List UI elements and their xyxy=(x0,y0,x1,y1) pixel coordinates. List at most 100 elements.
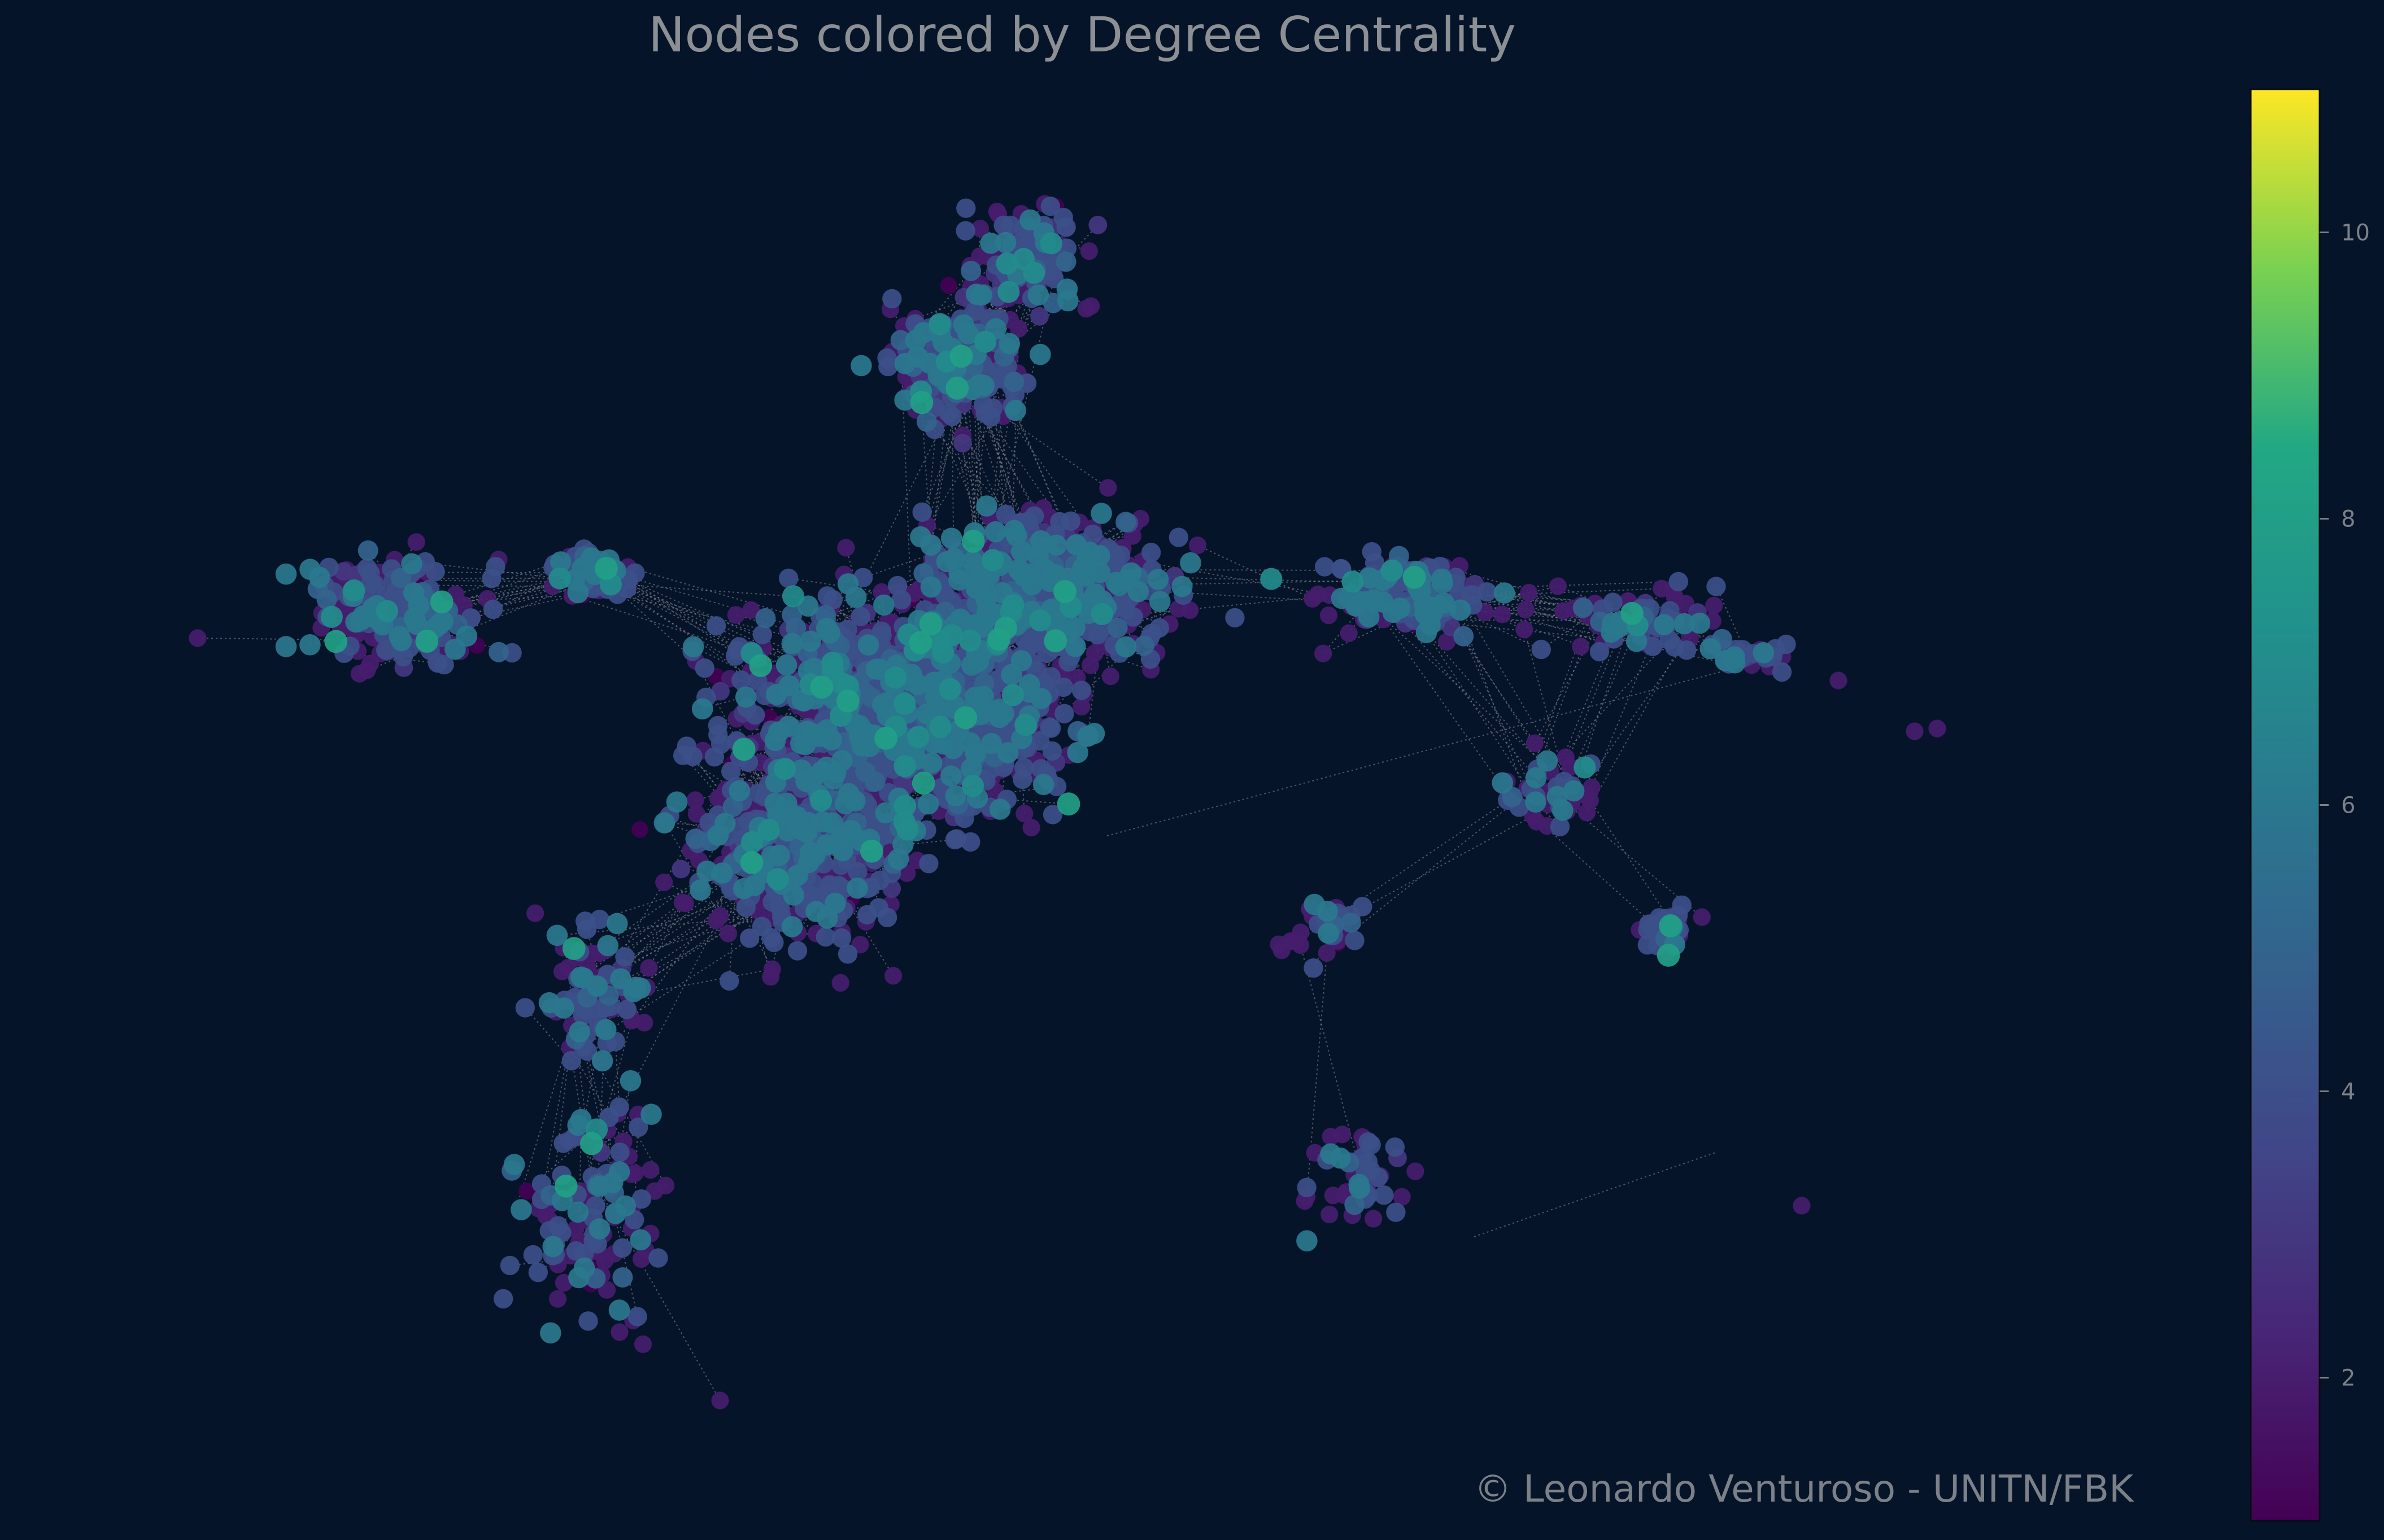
graph-node xyxy=(956,198,976,218)
graph-node xyxy=(984,521,1006,543)
graph-node xyxy=(781,916,803,937)
graph-edge xyxy=(1325,815,1533,929)
graph-node xyxy=(1056,251,1076,272)
graph-edge xyxy=(628,579,836,671)
graph-node xyxy=(711,682,730,701)
graph-node xyxy=(528,1262,548,1282)
graph-node xyxy=(765,684,787,705)
graph-edge xyxy=(1537,613,1596,770)
graph-node xyxy=(1019,209,1041,231)
graph-node xyxy=(648,1248,668,1268)
graph-node xyxy=(1362,542,1381,562)
graph-node xyxy=(548,1290,567,1308)
graph-edge xyxy=(1591,590,1673,788)
graph-node xyxy=(632,1250,651,1268)
graph-node xyxy=(817,908,838,929)
graph-edge xyxy=(375,584,584,587)
graph-edge xyxy=(627,566,792,616)
graph-node xyxy=(912,502,932,522)
graph-node xyxy=(857,634,879,656)
graph-node xyxy=(719,924,738,943)
graph-node xyxy=(1105,571,1127,594)
graph-node xyxy=(612,1267,633,1288)
graph-node xyxy=(983,398,1003,418)
graph-edge xyxy=(1463,636,1532,789)
graph-node xyxy=(493,1289,513,1308)
graph-node xyxy=(1064,617,1086,639)
chart-title: Nodes colored by Degree Centrality xyxy=(648,7,1516,63)
graph-node xyxy=(704,747,725,767)
graph-edge xyxy=(622,839,870,969)
graph-node xyxy=(673,893,691,911)
graph-node xyxy=(816,618,838,639)
graph-node xyxy=(640,959,658,977)
graph-node xyxy=(733,878,755,900)
graph-node xyxy=(1030,307,1049,326)
graph-node xyxy=(940,765,962,787)
graph-node xyxy=(1365,1210,1383,1228)
graph-node xyxy=(677,736,697,756)
graph-node xyxy=(1304,958,1323,978)
graph-node xyxy=(1225,608,1245,628)
graph-edge xyxy=(695,778,778,801)
graph-node xyxy=(1304,590,1322,608)
graph-node xyxy=(483,599,503,620)
graph-node xyxy=(786,806,808,827)
graph-edge xyxy=(608,568,792,692)
graph-node xyxy=(1006,525,1027,547)
graph-node xyxy=(831,974,849,992)
graph-node xyxy=(996,504,1016,524)
graph-node xyxy=(787,941,808,961)
graph-node xyxy=(956,221,975,241)
graph-edge xyxy=(664,822,729,828)
graph-node xyxy=(976,495,997,517)
graph-node xyxy=(870,870,890,891)
graph-node xyxy=(948,569,970,591)
graph-node xyxy=(817,586,838,606)
graph-node xyxy=(1040,197,1061,216)
graph-node xyxy=(561,1051,581,1071)
graph-node xyxy=(1453,626,1474,647)
graph-node xyxy=(837,573,859,595)
graph-node xyxy=(1319,607,1338,625)
graph-node xyxy=(816,927,836,947)
graph-node xyxy=(1079,542,1101,563)
graph-edge xyxy=(587,827,791,997)
graph-node xyxy=(906,346,929,368)
graph-edge xyxy=(1414,582,1604,644)
graph-node xyxy=(1589,642,1610,662)
graph-node xyxy=(1297,1177,1317,1197)
graph-node xyxy=(1001,664,1022,686)
graph-node xyxy=(1083,524,1103,544)
graph-node xyxy=(764,932,784,953)
graph-node xyxy=(1110,546,1131,565)
graph-edge xyxy=(760,750,777,764)
graph-node xyxy=(965,743,987,764)
graph-node xyxy=(1653,579,1671,597)
graph-node xyxy=(999,333,1020,355)
graph-node xyxy=(1065,635,1086,657)
graph-node xyxy=(763,960,781,978)
graph-node xyxy=(1014,758,1034,778)
graph-node xyxy=(635,1014,653,1032)
graph-node xyxy=(1320,1206,1339,1224)
graph-node xyxy=(755,608,776,629)
graph-node xyxy=(1149,591,1171,612)
graph-edge xyxy=(926,372,942,526)
graph-node xyxy=(821,729,842,751)
graph-node xyxy=(518,1183,535,1199)
graph-node xyxy=(940,527,962,549)
graph-node xyxy=(672,860,691,879)
graph-edge xyxy=(951,416,955,546)
graph-node xyxy=(779,568,799,588)
graph-node xyxy=(919,854,939,874)
graph-edge xyxy=(602,757,741,985)
graph-node xyxy=(1677,640,1697,660)
graph-node xyxy=(1099,479,1117,497)
graph-node xyxy=(1045,564,1067,586)
graph-node xyxy=(682,636,704,658)
graph-node xyxy=(631,1189,652,1209)
graph-node xyxy=(1054,704,1074,723)
graph-node xyxy=(961,260,982,281)
graph-node xyxy=(610,1142,630,1162)
